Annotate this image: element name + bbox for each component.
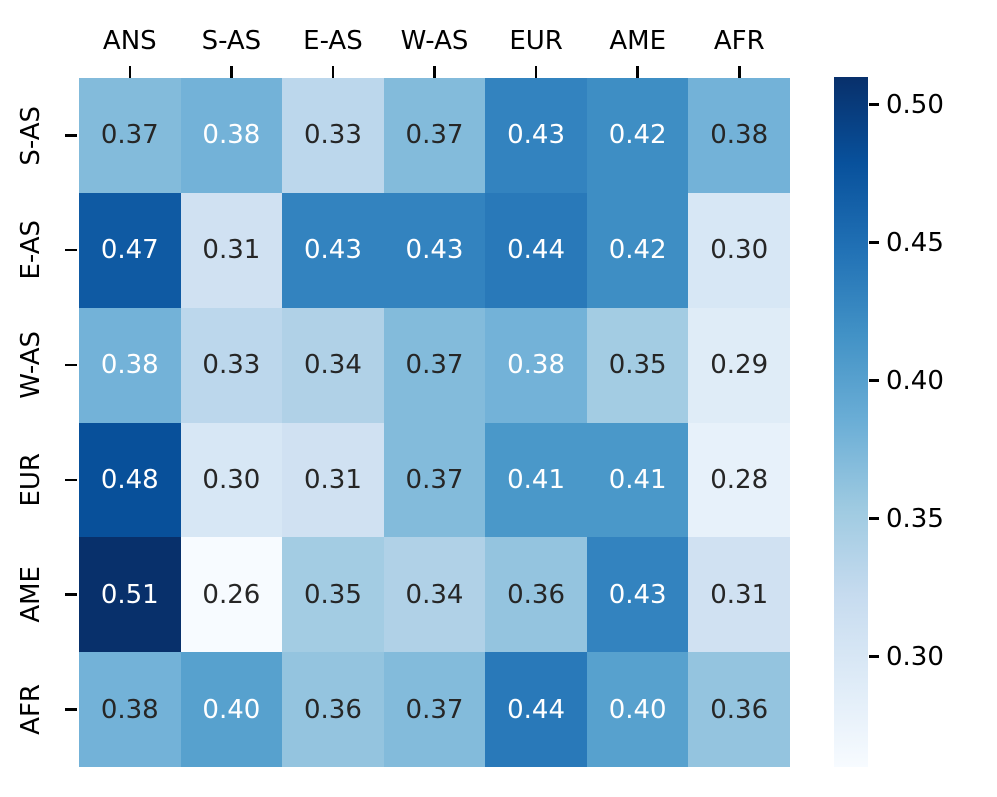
- heatmap-cell: 0.48: [79, 422, 181, 538]
- y-axis-ticks: [65, 78, 77, 767]
- heatmap-cell: 0.29: [688, 307, 790, 423]
- heatmap-cell: 0.43: [383, 192, 486, 308]
- heatmap-cell: 0.41: [485, 422, 587, 538]
- colorbar-tick-label: 0.40: [886, 365, 944, 396]
- heatmap-cell: 0.38: [688, 78, 790, 193]
- y-axis-label: E-AS: [16, 220, 46, 280]
- x-tick-mark: [384, 66, 486, 78]
- x-tick-mark: [587, 66, 689, 78]
- heatmap-grid: 0.37 0.38 0.33 0.37 0.43 0.42 0.38 0.47 0.31 0.43…: [79, 78, 790, 767]
- colorbar-tick-mark: [869, 379, 879, 383]
- heatmap-cell: 0.36: [688, 652, 790, 767]
- colorbar-tick-label: 0.30: [886, 641, 944, 672]
- heatmap-cell: 0.43: [485, 78, 587, 193]
- heatmap-cell: 0.51: [79, 537, 181, 653]
- x-tick-mark: [181, 66, 283, 78]
- heatmap-cell: 0.47: [79, 192, 181, 308]
- heatmap-cell: 0.36: [485, 537, 587, 653]
- y-tick-mark: [65, 308, 77, 423]
- heatmap-cell: 0.37: [383, 422, 486, 538]
- heatmap-cell: 0.37: [383, 307, 486, 423]
- heatmap-cell: 0.34: [282, 307, 384, 423]
- heatmap-cell: 0.38: [79, 652, 181, 767]
- heatmap-cell: 0.35: [586, 307, 689, 423]
- heatmap-cell: 0.44: [485, 192, 587, 308]
- x-axis-label: E-AS: [303, 26, 363, 56]
- heatmap-cell: 0.30: [180, 422, 283, 538]
- heatmap-cell: 0.31: [688, 537, 790, 653]
- colorbar-tick-label: 0.50: [886, 89, 944, 120]
- x-axis-label: ANS: [102, 26, 157, 56]
- colorbar-tick-label: 0.35: [886, 503, 944, 534]
- y-tick-mark: [65, 78, 77, 193]
- colorbar-tick-mark: [869, 103, 879, 107]
- x-axis-label: AFR: [713, 26, 765, 56]
- heatmap-cell: 0.36: [282, 652, 384, 767]
- y-axis-label: W-AS: [16, 331, 46, 399]
- y-tick-mark: [65, 422, 77, 537]
- heatmap-cell: 0.38: [180, 78, 283, 193]
- x-axis-ticks: [79, 66, 790, 78]
- x-axis-label: AME: [609, 26, 666, 56]
- y-axis-label: EUR: [16, 453, 46, 507]
- heatmap-cell: 0.44: [485, 652, 587, 767]
- colorbar-gradient: [834, 77, 868, 767]
- heatmap-cell: 0.37: [79, 78, 181, 193]
- heatmap-cell: 0.43: [282, 192, 384, 308]
- x-tick-mark: [79, 66, 181, 78]
- heatmap-cell: 0.37: [383, 78, 486, 193]
- x-axis-label: W-AS: [400, 26, 469, 56]
- colorbar-tick-mark: [869, 517, 879, 521]
- heatmap-cell: 0.41: [586, 422, 689, 538]
- heatmap-cell: 0.34: [383, 537, 486, 653]
- heatmap-cell: 0.31: [282, 422, 384, 538]
- y-tick-mark: [65, 652, 77, 767]
- heatmap-cell: 0.40: [586, 652, 689, 767]
- heatmap-cell: 0.31: [180, 192, 283, 308]
- y-axis-label: S-AS: [16, 105, 46, 166]
- colorbar-tick-label: 0.45: [886, 227, 944, 258]
- colorbar-tick-mark: [869, 241, 879, 245]
- heatmap-cell: 0.35: [282, 537, 384, 653]
- y-axis-label: AFR: [16, 684, 46, 735]
- heatmap-cell: 0.42: [586, 78, 689, 193]
- heatmap-cell: 0.33: [282, 78, 384, 193]
- colorbar-tick-mark: [869, 655, 879, 659]
- x-tick-mark: [485, 66, 587, 78]
- heatmap-cell: 0.42: [586, 192, 689, 308]
- x-axis-label: S-AS: [201, 26, 262, 56]
- y-tick-mark: [65, 537, 77, 652]
- heatmap-cell: 0.40: [180, 652, 283, 767]
- x-tick-mark: [688, 66, 790, 78]
- heatmap-cell: 0.37: [383, 652, 486, 767]
- x-tick-mark: [282, 66, 384, 78]
- heatmap-cell: 0.26: [180, 537, 283, 653]
- y-axis-label: AME: [16, 566, 46, 624]
- x-axis-label: EUR: [509, 26, 563, 56]
- y-axis-labels: S-AS E-AS W-AS EUR AME AFR: [8, 78, 54, 767]
- y-tick-mark: [65, 193, 77, 308]
- heatmap-cell: 0.33: [180, 307, 283, 423]
- heatmap-cell: 0.38: [485, 307, 587, 423]
- heatmap-cell: 0.28: [688, 422, 790, 538]
- x-axis-labels: ANS S-AS E-AS W-AS EUR AME AFR: [79, 24, 790, 58]
- heatmap-cell: 0.30: [688, 192, 790, 308]
- heatmap-cell: 0.43: [586, 537, 689, 653]
- heatmap-cell: 0.38: [79, 307, 181, 423]
